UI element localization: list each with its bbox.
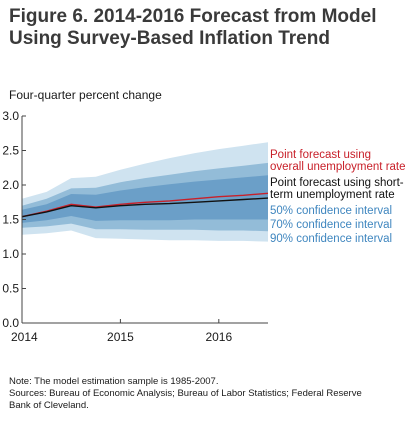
forecast-chart: 0.0 0.5 1.0 1.5 2.0 2.5 3.0 2014 2015 2016 Point … [2,109,406,344]
x-tick-label: 2015 [107,330,134,344]
x-tick-label: 2014 [11,330,38,344]
y-tick-label: 3.0 [2,109,19,123]
y-tick-label: 2.5 [2,144,19,158]
chart-title-line-1: Figure 6. 2014-2016 Forecast from Model [9,6,377,27]
band-50-percent [22,175,268,223]
axes: 0.0 0.5 1.0 1.5 2.0 2.5 3.0 2014 2015 2016 [2,109,268,344]
label-overall-unemployment: overall unemployment rate [270,161,406,173]
forecast-lines [21,192,269,218]
note-sources: Sources: Bureau of Economic Analysis; Bu… [9,388,362,399]
legend-item-90-percent: 90% confidence interval [270,233,392,245]
label-short-term-unemployment: term unemployment rate [270,189,395,201]
y-tick-label: 1.0 [2,247,19,261]
line-short-term-unemployment [21,197,269,218]
note-sources-cont: Bank of Cleveland. [9,400,89,411]
y-tick-label: 1.5 [2,213,19,227]
x-tick-label: 2016 [205,330,232,344]
chart-title-line-2: Using Survey-Based Inflation Trend [9,28,330,49]
chart-notes: Note: The model estimation sample is 198… [9,376,413,412]
y-axis-label: Four-quarter percent change [9,88,162,102]
label-short-term-unemployment: Point forecast using short- [270,177,404,189]
line-overall-unemployment [21,192,269,218]
note-sample: Note: The model estimation sample is 198… [9,376,219,387]
label-overall-unemployment: Point forecast using [270,149,371,161]
chart-title: Figure 6. 2014-2016 Forecast from Model … [9,6,414,50]
y-tick-label: 0.5 [2,282,19,296]
y-tick-label: 2.0 [2,178,19,192]
legend-item-70-percent: 70% confidence interval [270,219,392,231]
confidence-bands [22,142,268,242]
legend-item-50-percent: 50% confidence interval [270,205,392,217]
y-tick-label: 0.0 [2,316,19,330]
